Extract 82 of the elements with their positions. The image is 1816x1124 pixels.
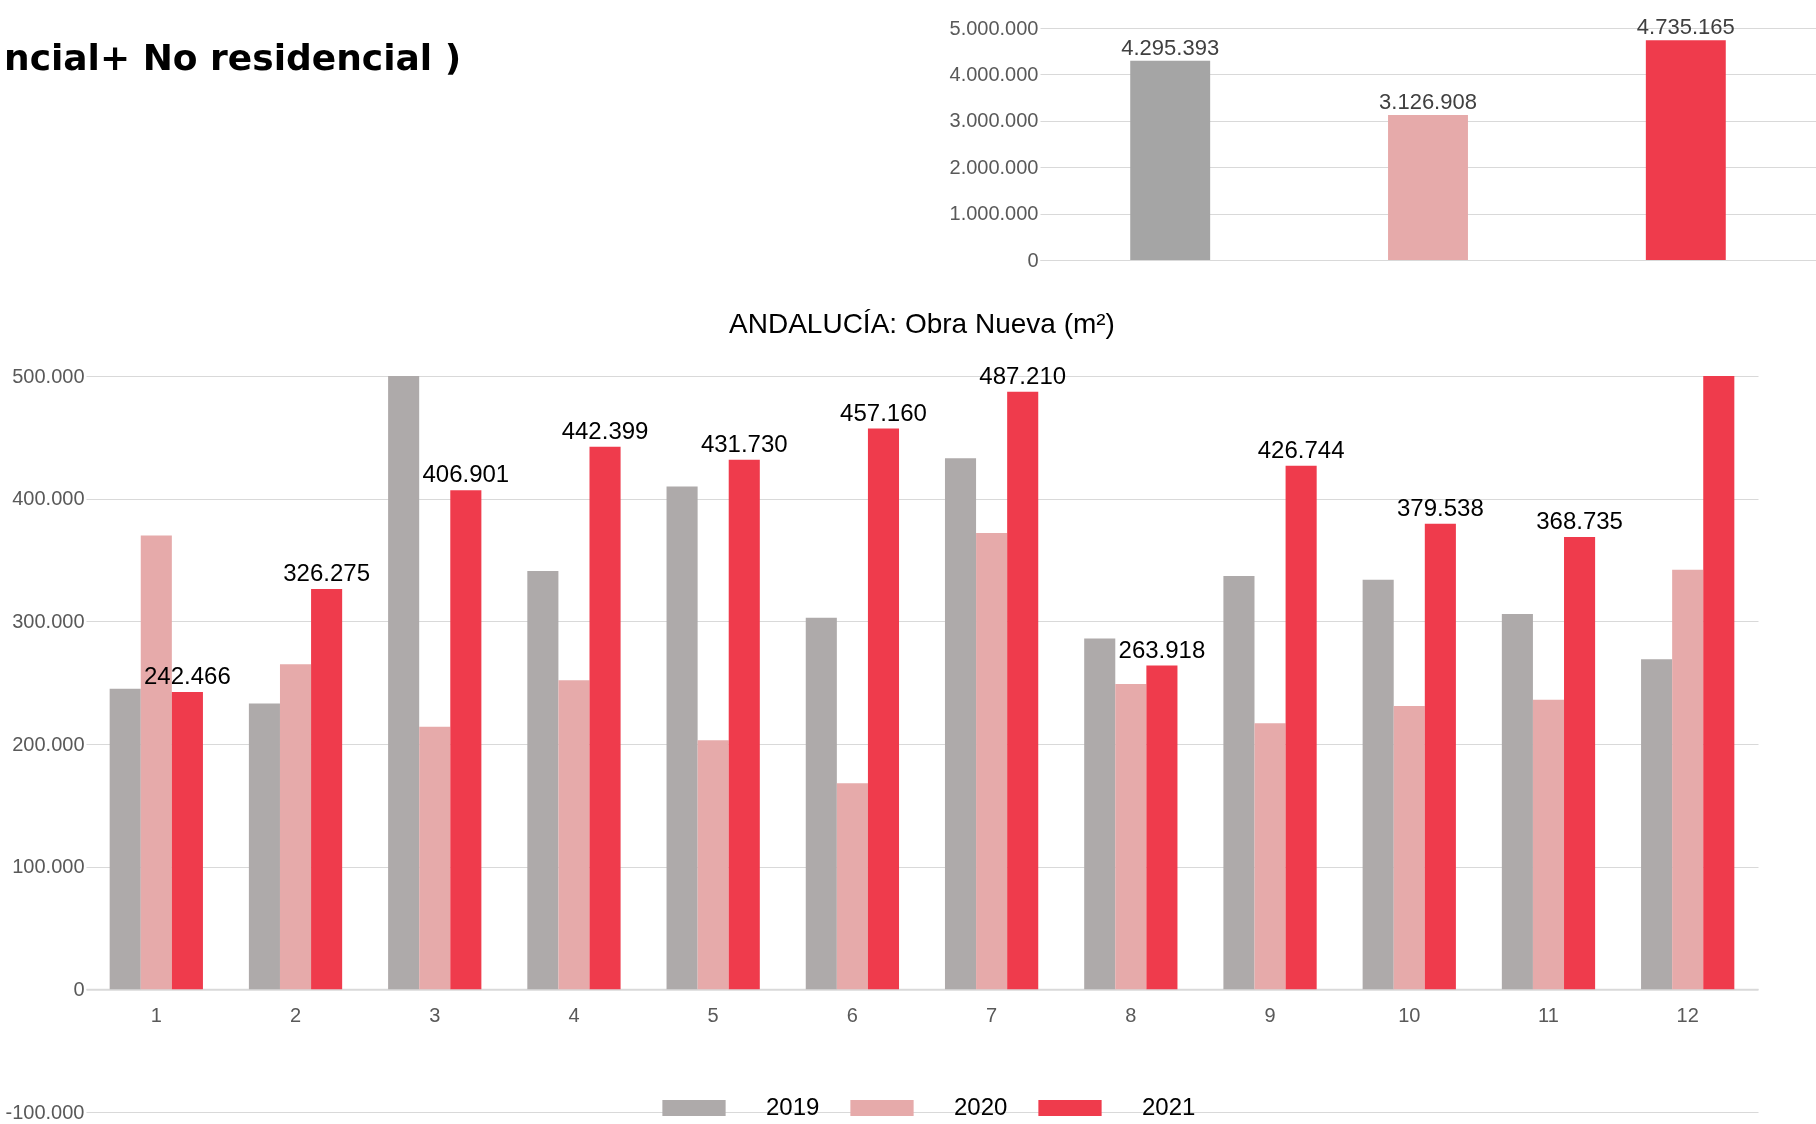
data-label: 326.275 xyxy=(283,559,370,587)
x-tick-label: 1 xyxy=(150,1003,162,1026)
bar xyxy=(1130,60,1211,260)
x-tick-label: 11 xyxy=(1538,1003,1559,1026)
y-tick-label: 5.000.000 xyxy=(949,16,1039,39)
data-label: 4.295.393 xyxy=(1121,34,1220,60)
data-label: 368.735 xyxy=(1536,507,1623,535)
data-label: 431.730 xyxy=(700,429,788,457)
y-tick-label: 0 xyxy=(73,977,85,1000)
x-tick-label: 5 xyxy=(707,1003,719,1026)
bar xyxy=(109,688,141,990)
bar xyxy=(1641,659,1673,990)
bar xyxy=(728,459,760,990)
y-tick-label: 2.000.000 xyxy=(949,155,1039,178)
legend-label: 2020 xyxy=(954,1093,1008,1120)
bar xyxy=(171,691,203,990)
x-tick-label: 4 xyxy=(568,1003,580,1026)
y-tick-label: 3.000.000 xyxy=(949,109,1039,132)
y-tick-label: 0 xyxy=(1027,248,1039,271)
y-tick-label: 1.000.000 xyxy=(949,202,1039,225)
bar xyxy=(1388,114,1468,260)
bar xyxy=(1703,376,1735,990)
data-label: 406.901 xyxy=(422,460,510,488)
bar xyxy=(1424,523,1456,990)
data-label: 457.160 xyxy=(840,398,927,426)
bar xyxy=(1532,699,1565,990)
x-tick-label: 12 xyxy=(1676,1003,1699,1026)
chart-title: ANDALUCÍA: Obra Nueva (m²) xyxy=(729,307,1115,339)
x-tick-label: 7 xyxy=(986,1003,998,1026)
data-label: 379.538 xyxy=(1396,493,1484,521)
y-tick-label: 100.000 xyxy=(12,855,85,878)
bar xyxy=(419,726,451,990)
bar xyxy=(311,589,343,990)
bar xyxy=(805,617,837,990)
y-tick-label: 200.000 xyxy=(12,732,85,755)
bar xyxy=(1362,579,1394,990)
bar xyxy=(388,376,420,990)
data-label: 426.744 xyxy=(1257,435,1345,463)
x-tick-label: 3 xyxy=(429,1003,441,1026)
x-tick-label: 9 xyxy=(1264,1003,1276,1026)
x-tick-label: 10 xyxy=(1398,1003,1421,1026)
y-tick-label: 300.000 xyxy=(12,609,85,632)
data-label: 3.126.908 xyxy=(1379,88,1477,114)
bar xyxy=(1146,665,1178,990)
bar xyxy=(836,783,868,990)
bar xyxy=(1223,575,1255,990)
legend-label: 2019 xyxy=(766,1093,820,1120)
data-label: 487.210 xyxy=(979,361,1067,389)
text: ncial+ No residencial ) xyxy=(4,37,462,79)
bar xyxy=(1254,723,1286,990)
y-tick-label: 500.000 xyxy=(12,364,85,387)
bar xyxy=(450,490,482,990)
data-label: 242.466 xyxy=(144,661,231,689)
bar xyxy=(697,740,729,990)
bar xyxy=(1285,465,1317,990)
bar xyxy=(666,486,698,990)
bar xyxy=(558,680,590,990)
bar xyxy=(976,533,1008,990)
x-tick-label: 8 xyxy=(1125,1003,1137,1026)
bar xyxy=(944,458,977,990)
data-label: 442.399 xyxy=(561,416,649,444)
y-tick-label: -100.000 xyxy=(5,1100,85,1123)
bar xyxy=(248,703,280,990)
data-label: 263.918 xyxy=(1118,635,1206,663)
bar xyxy=(1115,683,1147,990)
bar xyxy=(867,428,900,990)
y-tick-label: 400.000 xyxy=(12,487,85,510)
bar xyxy=(1564,537,1596,990)
bar xyxy=(589,446,621,990)
bar xyxy=(1084,638,1116,990)
bar xyxy=(1672,569,1704,990)
y-tick-label: 4.000.000 xyxy=(949,62,1039,85)
bar xyxy=(1501,613,1533,990)
bar xyxy=(527,571,559,990)
legend-label: 2021 xyxy=(1142,1093,1196,1120)
bar xyxy=(1007,391,1039,990)
bar xyxy=(279,664,312,990)
x-tick-label: 2 xyxy=(289,1003,302,1026)
bar xyxy=(1393,705,1425,990)
bar xyxy=(1645,40,1726,260)
data-label: 4.735.165 xyxy=(1636,14,1735,40)
x-tick-label: 6 xyxy=(846,1003,858,1026)
